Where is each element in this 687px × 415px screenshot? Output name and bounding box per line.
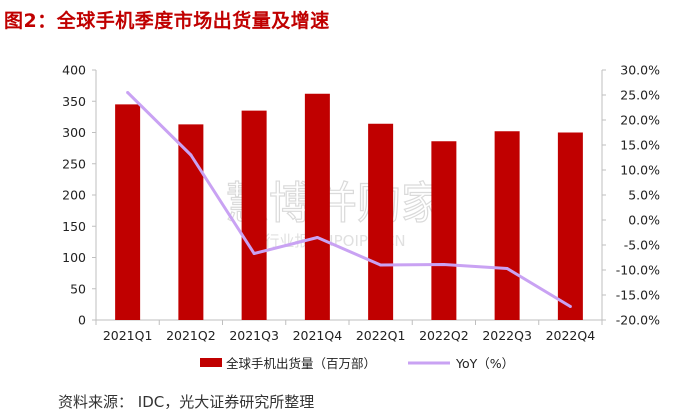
x-axis-tick-label: 2021Q1 [103,328,153,343]
x-axis-tick-label: 2021Q4 [293,328,343,343]
x-axis-tick-label: 2022Q4 [546,328,596,343]
right-axis-tick-label: -5.0% [624,238,660,253]
yoy-point-2021Q3 [252,252,256,255]
legend-bar-swatch [200,358,222,367]
left-axis-tick-label: 100 [62,250,86,265]
yoy-point-2021Q4 [315,236,319,239]
yoy-point-2021Q2 [189,153,193,157]
x-axis-tick-label: 2022Q3 [482,328,532,343]
right-axis-tick-label: -20.0% [616,313,660,328]
left-axis-tick-label: 0 [78,313,86,328]
x-axis-tick-label: 2022Q2 [419,328,469,343]
yoy-point-2022Q1 [379,263,383,267]
right-axis-tick-label: 0.0% [628,213,660,228]
x-axis-tick-label: 2021Q2 [166,328,216,343]
yoy-line [126,91,572,308]
right-axis-tick-label: 5.0% [628,188,660,203]
left-axis-tick-label: 200 [62,188,86,203]
right-axis-tick-label: 10.0% [620,163,660,178]
right-axis-tick-label: 25.0% [620,88,660,103]
bar-2021Q1 [115,104,141,320]
chart-title: 图2：全球手机季度市场出货量及增速 [4,10,330,32]
left-axis-tick-label: 250 [62,156,86,171]
source-note: 资料来源： IDC，光大证券研究所整理 [58,393,315,411]
legend-bar-label: 全球手机出货量（百万部） [226,356,376,371]
right-axis-tick-label: 15.0% [620,138,660,153]
legend: 全球手机出货量（百万部） YoY（%） [200,356,514,371]
bar-series [115,93,583,320]
bar-2021Q4 [304,93,330,320]
left-axis-tick-label: 350 [62,94,86,109]
x-axis-tick-label: 2021Q3 [229,328,279,343]
bar-2022Q1 [368,123,394,320]
right-axis-tick-label: 30.0% [620,63,660,78]
bar-2021Q3 [241,110,267,320]
right-axis-tick-label: 20.0% [620,113,660,128]
yoy-line-series [126,91,572,308]
right-axis-tick-label: -15.0% [616,288,660,303]
bar-2022Q2 [431,141,457,320]
left-axis-tick-label: 50 [70,281,86,296]
chart: 慧博并购家 行业报告 IPOIPO.CN 0501001502002503003… [62,63,660,372]
axes: 0 50 100 150 200 250 300 350 400 -20.0% -15.0% -10.… [62,63,660,344]
yoy-point-2022Q3 [505,267,509,270]
bar-2022Q4 [557,132,583,320]
legend-line-label: YoY（%） [455,356,514,371]
yoy-point-2022Q2 [442,263,446,266]
left-axis-tick-label: 400 [62,63,86,78]
left-axis-tick-label: 150 [62,219,86,234]
yoy-point-2021Q1 [126,91,130,94]
bar-2022Q3 [494,131,520,320]
left-axis-tick-label: 300 [62,125,86,140]
right-axis-tick-label: -10.0% [616,263,660,278]
yoy-point-2022Q4 [568,305,572,308]
x-axis-tick-label: 2022Q1 [356,328,406,343]
